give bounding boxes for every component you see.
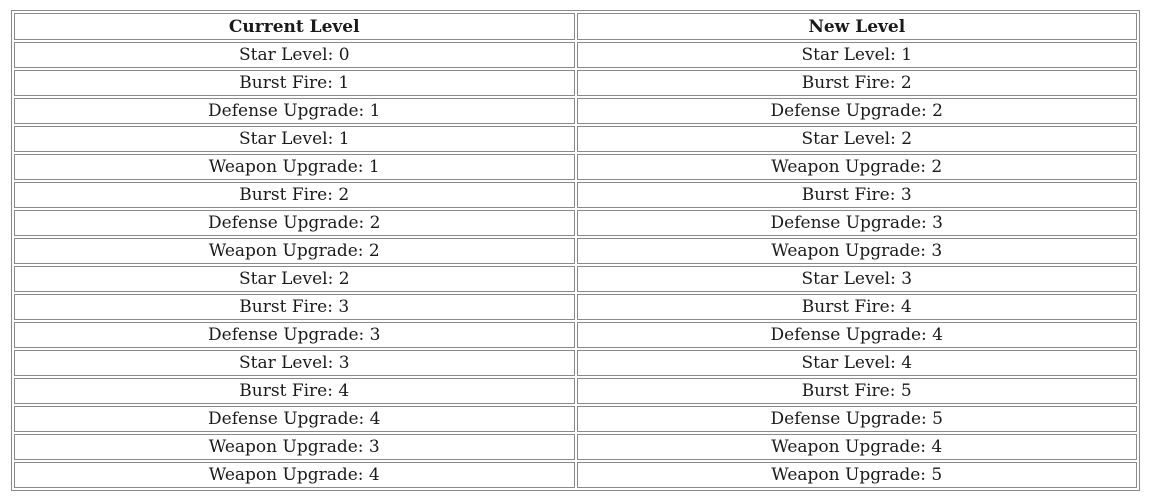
table-row: Defense Upgrade: 3 Defense Upgrade: 4 [14, 322, 1137, 348]
table-row: Weapon Upgrade: 2 Weapon Upgrade: 3 [14, 238, 1137, 264]
new-level-cell: Weapon Upgrade: 2 [576, 154, 1137, 180]
new-level-cell: Defense Upgrade: 3 [576, 210, 1137, 236]
header-new-level: New Level [576, 13, 1137, 40]
current-level-cell: Star Level: 2 [14, 266, 575, 292]
table-row: Star Level: 3 Star Level: 4 [14, 350, 1137, 376]
table-row: Burst Fire: 1 Burst Fire: 2 [14, 70, 1137, 96]
table-row: Burst Fire: 4 Burst Fire: 5 [14, 378, 1137, 404]
current-level-cell: Defense Upgrade: 2 [14, 210, 575, 236]
current-level-cell: Defense Upgrade: 1 [14, 98, 575, 124]
new-level-cell: Defense Upgrade: 2 [576, 98, 1137, 124]
level-upgrade-table: Current Level New Level Star Level: 0 Sta… [11, 10, 1140, 491]
header-current-level: Current Level [14, 13, 575, 40]
header-row: Current Level New Level [14, 13, 1137, 40]
table-row: Star Level: 2 Star Level: 3 [14, 266, 1137, 292]
table-row: Weapon Upgrade: 1 Weapon Upgrade: 2 [14, 154, 1137, 180]
new-level-cell: Defense Upgrade: 4 [576, 322, 1137, 348]
current-level-cell: Defense Upgrade: 4 [14, 406, 575, 432]
table-row: Defense Upgrade: 2 Defense Upgrade: 3 [14, 210, 1137, 236]
table-row: Burst Fire: 2 Burst Fire: 3 [14, 182, 1137, 208]
new-level-cell: Star Level: 4 [576, 350, 1137, 376]
current-level-cell: Weapon Upgrade: 2 [14, 238, 575, 264]
current-level-cell: Burst Fire: 2 [14, 182, 575, 208]
current-level-cell: Weapon Upgrade: 3 [14, 434, 575, 460]
new-level-cell: Burst Fire: 4 [576, 294, 1137, 320]
new-level-cell: Weapon Upgrade: 3 [576, 238, 1137, 264]
new-level-cell: Burst Fire: 5 [576, 378, 1137, 404]
current-level-cell: Star Level: 1 [14, 126, 575, 152]
new-level-cell: Star Level: 2 [576, 126, 1137, 152]
current-level-cell: Star Level: 3 [14, 350, 575, 376]
current-level-cell: Burst Fire: 3 [14, 294, 575, 320]
new-level-cell: Weapon Upgrade: 4 [576, 434, 1137, 460]
table-row: Weapon Upgrade: 3 Weapon Upgrade: 4 [14, 434, 1137, 460]
table-row: Star Level: 0 Star Level: 1 [14, 42, 1137, 68]
new-level-cell: Star Level: 1 [576, 42, 1137, 68]
table-row: Burst Fire: 3 Burst Fire: 4 [14, 294, 1137, 320]
current-level-cell: Burst Fire: 4 [14, 378, 575, 404]
new-level-cell: Weapon Upgrade: 5 [576, 462, 1137, 488]
current-level-cell: Weapon Upgrade: 1 [14, 154, 575, 180]
new-level-cell: Burst Fire: 3 [576, 182, 1137, 208]
current-level-cell: Burst Fire: 1 [14, 70, 575, 96]
new-level-cell: Defense Upgrade: 5 [576, 406, 1137, 432]
current-level-cell: Weapon Upgrade: 4 [14, 462, 575, 488]
current-level-cell: Defense Upgrade: 3 [14, 322, 575, 348]
table-row: Defense Upgrade: 1 Defense Upgrade: 2 [14, 98, 1137, 124]
table-row: Star Level: 1 Star Level: 2 [14, 126, 1137, 152]
new-level-cell: Star Level: 3 [576, 266, 1137, 292]
table-row: Defense Upgrade: 4 Defense Upgrade: 5 [14, 406, 1137, 432]
table-row: Weapon Upgrade: 4 Weapon Upgrade: 5 [14, 462, 1137, 488]
current-level-cell: Star Level: 0 [14, 42, 575, 68]
new-level-cell: Burst Fire: 2 [576, 70, 1137, 96]
